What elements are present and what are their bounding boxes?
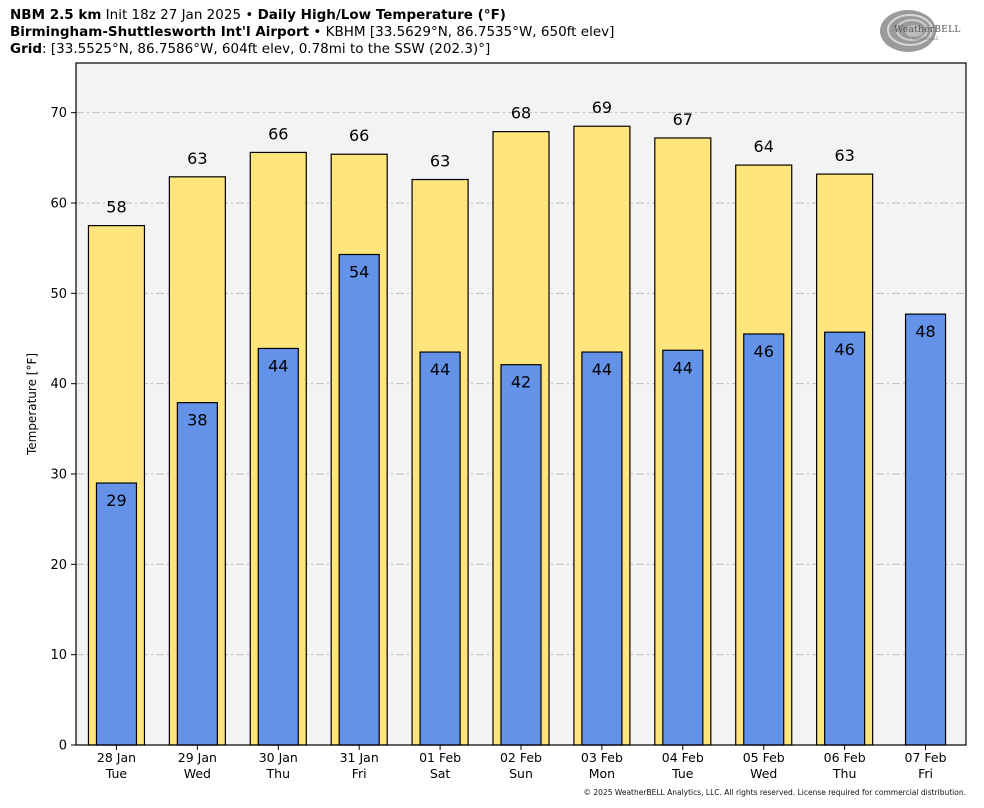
low-temp-bar	[581, 351, 623, 746]
high-temp-label: 58	[106, 198, 126, 217]
low-temp-bar	[257, 347, 299, 746]
plot-frame	[75, 62, 967, 746]
low-temp-label: 42	[511, 373, 531, 392]
station-coords: • KBHM [33.5629°N, 86.7535°W, 650ft elev…	[309, 24, 615, 40]
logo-text: WeatherBELL	[894, 25, 961, 35]
low-temp-bar	[904, 313, 947, 746]
y-tick-label: 10	[50, 648, 67, 663]
x-tick-label-day: Thu	[832, 766, 856, 781]
low-temp-label: 44	[430, 360, 450, 379]
grid-coords: : [33.5525°N, 86.7586°W, 604ft elev, 0.7…	[42, 41, 491, 57]
y-tick-label: 50	[50, 287, 67, 302]
low-temp-label: 29	[106, 491, 126, 510]
high-temp-label: 67	[673, 110, 693, 129]
high-temp-label: 63	[834, 146, 854, 165]
low-temp-bar	[419, 351, 461, 746]
x-tick-label-date: 29 Jan	[178, 750, 217, 765]
x-tick-label-day: Wed	[750, 766, 777, 781]
high-temp-label: 68	[511, 104, 531, 123]
low-temp-label: 48	[915, 322, 935, 341]
y-tick-label: 60	[50, 197, 67, 212]
low-temp-bar	[500, 364, 542, 746]
high-temp-label: 66	[268, 124, 288, 143]
x-tick-label-date: 06 Feb	[824, 750, 866, 765]
swirl-icon	[880, 10, 936, 52]
low-temp-label: 46	[754, 342, 774, 361]
grid-line: Grid: [33.5525°N, 86.7586°W, 604ft elev,…	[10, 40, 490, 58]
x-tick-label-day: Fri	[352, 766, 367, 781]
y-tick-label: 0	[59, 739, 67, 754]
low-temp-bar	[743, 333, 785, 746]
low-temp-bar	[662, 349, 704, 746]
product-title: Daily High/Low Temperature (°F)	[257, 7, 506, 23]
x-tick-label-day: Sun	[509, 766, 533, 781]
high-temp-label: 63	[430, 152, 450, 171]
y-tick-label: 70	[50, 106, 67, 121]
x-tick-label-date: 04 Feb	[662, 750, 704, 765]
x-tick-label-day: Mon	[589, 766, 615, 781]
low-temp-label: 46	[834, 340, 854, 359]
x-tick-label-day: Tue	[105, 766, 128, 781]
y-tick-label: 40	[50, 377, 67, 392]
chart-title-line: NBM 2.5 km Init 18z 27 Jan 2025 • Daily …	[10, 6, 506, 24]
x-tick-label-day: Thu	[266, 766, 290, 781]
grid-label: Grid	[10, 41, 43, 57]
y-tick-label: 20	[50, 558, 67, 573]
weatherbell-logo: WeatherBELL Analytics LLC	[878, 6, 960, 54]
copyright-text: © 2025 WeatherBELL Analytics, LLC. All r…	[583, 788, 966, 797]
low-temp-bar	[338, 253, 380, 746]
x-tick-label-date: 07 Feb	[905, 750, 947, 765]
station-name: Birmingham-Shuttlesworth Int'l Airport	[10, 24, 310, 40]
low-temp-bar	[95, 482, 138, 746]
low-temp-label: 44	[673, 358, 693, 377]
x-tick-label-date: 30 Jan	[259, 750, 298, 765]
x-tick-label-day: Wed	[184, 766, 211, 781]
x-tick-label-day: Fri	[918, 766, 933, 781]
x-tick-label-day: Tue	[671, 766, 694, 781]
x-tick-label-date: 31 Jan	[340, 750, 379, 765]
x-tick-label-date: 05 Feb	[743, 750, 785, 765]
x-tick-label-date: 01 Feb	[419, 750, 461, 765]
init-time: Init 18z 27 Jan 2025 •	[101, 7, 258, 23]
logo-subtext: Analytics LLC	[912, 36, 939, 41]
low-temp-bar	[176, 402, 218, 746]
station-line: Birmingham-Shuttlesworth Int'l Airport •…	[10, 23, 614, 41]
high-temp-label: 66	[349, 126, 369, 145]
high-temp-label: 64	[754, 137, 774, 156]
y-tick-label: 30	[50, 468, 67, 483]
low-temp-label: 38	[187, 411, 207, 430]
high-temp-label: 63	[187, 149, 207, 168]
low-temp-label: 44	[592, 360, 612, 379]
x-tick-label-date: 28 Jan	[97, 750, 136, 765]
x-tick-label-date: 02 Feb	[500, 750, 542, 765]
high-temp-label: 69	[592, 98, 612, 117]
low-temp-label: 54	[349, 263, 369, 282]
low-temp-label: 44	[268, 356, 288, 375]
model-name: NBM 2.5 km	[10, 7, 102, 23]
x-tick-label-date: 03 Feb	[581, 750, 623, 765]
low-temp-bar	[824, 331, 866, 746]
y-axis-label: Temperature [°F]	[25, 352, 39, 456]
x-tick-label-day: Sat	[430, 766, 451, 781]
